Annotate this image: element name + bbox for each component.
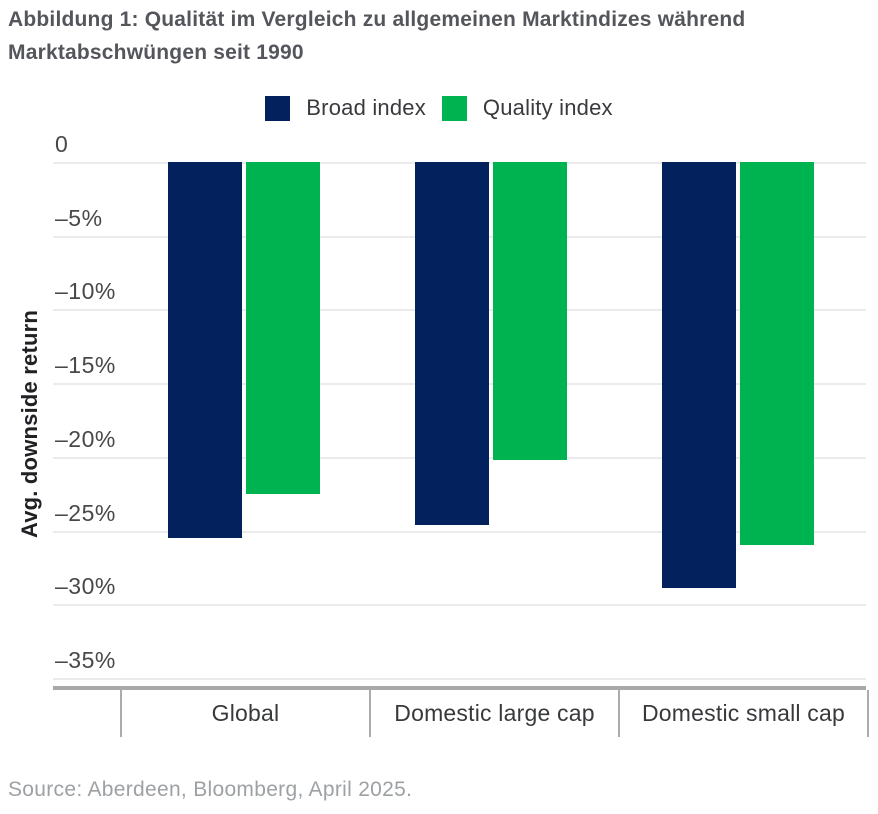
legend-label-quality-index: Quality index bbox=[482, 95, 613, 120]
plot-area: 0 –5% –10% –15% –20% –25% –30% –35% bbox=[53, 132, 866, 694]
bar-domestic-large-cap-quality-index bbox=[493, 162, 567, 460]
quality-index-swatch-icon bbox=[441, 95, 467, 121]
figure-title-line2: Marktabschwüngen seit 1990 bbox=[8, 41, 304, 64]
legend-item-quality-index: Quality index bbox=[441, 95, 613, 121]
y-tick-label: –15% bbox=[55, 352, 116, 378]
category-label-domestic-large-cap: Domestic large cap bbox=[369, 690, 618, 737]
category-label-global: Global bbox=[120, 690, 369, 737]
gridline bbox=[53, 531, 866, 533]
y-tick-label: –20% bbox=[55, 426, 116, 452]
gridline bbox=[53, 604, 866, 606]
y-tick-label: –35% bbox=[55, 647, 116, 673]
figure-title-line1: Abbildung 1: Qualität im Vergleich zu al… bbox=[8, 8, 746, 31]
y-tick-label: 0 bbox=[55, 131, 69, 157]
y-tick-label: –5% bbox=[55, 205, 103, 231]
y-tick-label: –30% bbox=[55, 573, 116, 599]
legend-label-broad-index: Broad index bbox=[306, 95, 426, 120]
y-tick-label: –25% bbox=[55, 500, 116, 526]
bar-domestic-small-cap-quality-index bbox=[740, 162, 814, 545]
y-tick-label: –10% bbox=[55, 278, 116, 304]
bar-global-broad-index bbox=[168, 162, 242, 538]
broad-index-swatch-icon bbox=[265, 95, 291, 121]
category-label-domestic-small-cap: Domestic small cap bbox=[618, 690, 869, 737]
y-axis-title: Avg. downside return bbox=[17, 309, 42, 539]
bar-domestic-small-cap-broad-index bbox=[662, 162, 736, 588]
legend: Broad index Quality index bbox=[0, 94, 878, 122]
gridline bbox=[53, 678, 866, 680]
figure-title: Abbildung 1: Qualität im Vergleich zu al… bbox=[8, 3, 848, 69]
source-attribution: Source: Aberdeen, Bloomberg, April 2025. bbox=[8, 778, 413, 801]
legend-item-broad-index: Broad index bbox=[265, 95, 426, 121]
bar-global-quality-index bbox=[246, 162, 320, 494]
x-axis-baseline bbox=[53, 686, 866, 690]
bar-domestic-large-cap-broad-index bbox=[415, 162, 489, 525]
x-axis-category-band: Global Domestic large cap Domestic small… bbox=[120, 690, 869, 737]
